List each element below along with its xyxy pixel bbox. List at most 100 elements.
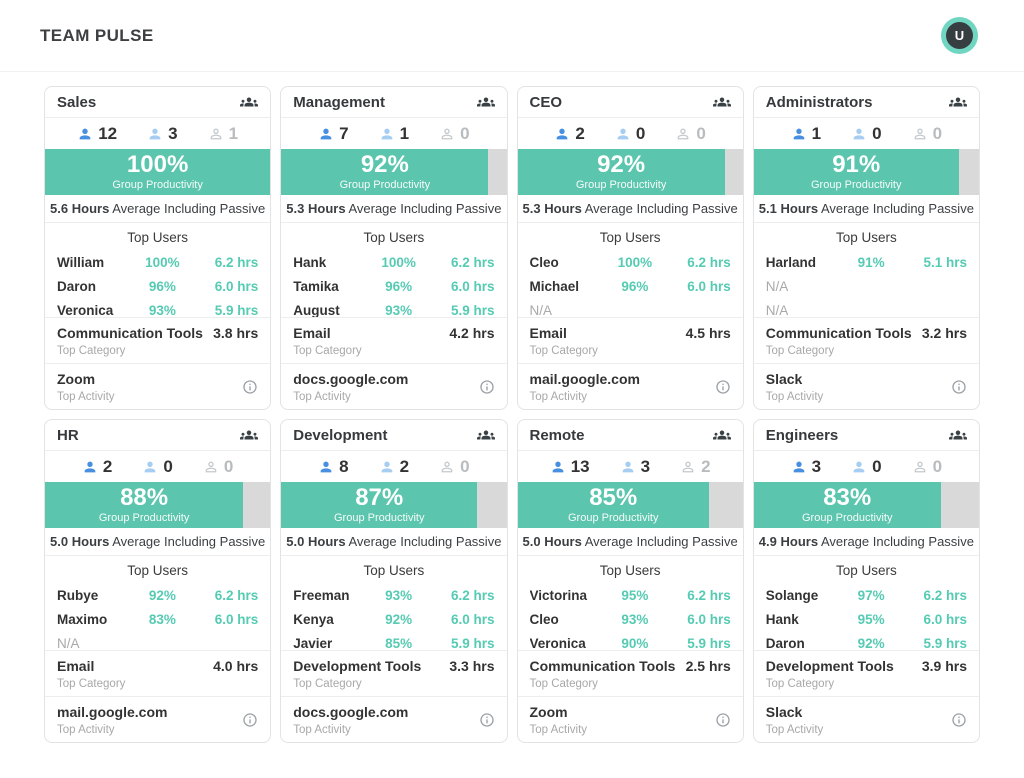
info-icon[interactable] [715, 712, 731, 728]
hours-word: Hours [780, 201, 819, 216]
average-hours: 5.6 Hours Average Including Passive [45, 195, 271, 223]
active-users: 1 [791, 124, 821, 144]
average-hours-value: 5.0 [522, 534, 541, 549]
average-hours: 5.0 Hours Average Including Passive [517, 528, 743, 556]
top-category-section: Communication Tools 3.8 hrs Top Category [45, 317, 271, 363]
top-user-name: Victorina [529, 587, 588, 603]
average-hours-value: 4.9 [758, 534, 777, 549]
info-icon[interactable] [715, 379, 731, 395]
person-outline-icon [680, 459, 696, 475]
active-users: 3 [791, 457, 821, 477]
average-hours-suffix: Average Including Passive [345, 534, 502, 549]
active-users: 13 [550, 457, 590, 477]
top-user-name: Kenya [293, 611, 334, 627]
info-icon[interactable] [951, 379, 967, 395]
top-user-percent: 97% [857, 587, 885, 603]
info-icon[interactable] [242, 712, 258, 728]
productivity-label: Group Productivity [112, 179, 203, 191]
info-icon[interactable] [479, 712, 495, 728]
group-name: Engineers [765, 426, 839, 444]
info-icon[interactable] [242, 379, 258, 395]
team-card: CEO 2 0 0 [516, 86, 744, 410]
top-users-heading: Top Users [363, 563, 425, 578]
offline-users: 0 [675, 123, 706, 144]
top-user-hours: 5.9 hrs [687, 635, 731, 651]
card-header: Sales [45, 87, 271, 118]
top-category-name: Communication Tools [765, 325, 912, 341]
offline-users: 2 [680, 457, 711, 477]
person-outline-icon [439, 126, 455, 142]
person-filled-icon [77, 126, 93, 142]
info-icon[interactable] [479, 379, 495, 395]
top-user-hours: 6.2 hrs [214, 254, 259, 270]
top-user-row: N/A [766, 274, 967, 298]
average-hours: 4.9 Hours Average Including Passive [753, 528, 979, 556]
top-user-percent: 92% [148, 587, 176, 603]
person-outline-icon [208, 126, 224, 142]
average-hours-value: 5.0 [50, 534, 69, 549]
top-user-percent: 96% [385, 278, 413, 294]
offline-users: 0 [203, 457, 233, 477]
top-activity-name: Zoom [529, 704, 568, 720]
productivity-label: Group Productivity [339, 179, 431, 191]
top-user-name: Harland [765, 254, 817, 270]
person-filled-icon [318, 459, 334, 475]
top-activity-label: Top Activity [765, 391, 824, 403]
idle-users-count: 0 [872, 456, 882, 476]
user-avatar[interactable]: U [946, 22, 973, 49]
active-users-count: 13 [570, 456, 590, 476]
average-hours: 5.0 Hours Average Including Passive [281, 528, 507, 556]
productivity-bar: 88% Group Productivity [45, 482, 271, 528]
person-light-icon [851, 126, 867, 142]
top-activity-name: Slack [765, 371, 803, 387]
top-activity-section: Slack Top Activity [753, 363, 979, 409]
top-category-label: Top Category [57, 345, 126, 357]
idle-users: 3 [147, 124, 178, 144]
hours-word: Hours [544, 534, 582, 549]
user-counts: 2 0 0 [518, 118, 743, 149]
average-hours-value: 5.3 [522, 201, 541, 216]
person-outline-icon [675, 126, 691, 142]
productivity-percent: 88% [120, 484, 169, 511]
top-user-name: Cleo [529, 611, 559, 627]
info-icon[interactable] [951, 712, 967, 728]
top-user-percent: 83% [148, 611, 176, 627]
offline-users: 0 [439, 457, 470, 477]
top-users-heading: Top Users [599, 230, 661, 245]
group-name: Development [293, 426, 388, 444]
top-user-name: Maximo [57, 611, 108, 627]
top-user-percent: 91% [857, 254, 885, 270]
top-user-hours: 5.9 hrs [450, 302, 495, 318]
productivity-fill: 85% Group Productivity [517, 482, 709, 528]
top-users-section: Top Users Cleo 100% 6.2 hrs Michael 96% … [518, 223, 743, 318]
team-card: Engineers 3 0 0 [752, 419, 980, 743]
top-user-row: N/A [57, 631, 258, 655]
productivity-bar: 85% Group Productivity [517, 482, 743, 528]
groups-icon [712, 93, 731, 111]
offline-users: 0 [439, 123, 470, 144]
offline-users-count: 0 [460, 123, 470, 143]
top-user-name: Freeman [293, 587, 350, 603]
top-user-name: Javier [293, 635, 333, 651]
top-user-hours: 6.0 hrs [450, 611, 495, 627]
team-card: Management 7 1 0 [280, 86, 508, 410]
top-user-percent: 93% [385, 587, 413, 603]
team-card: Sales 12 3 1 [44, 86, 272, 410]
productivity-label: Group Productivity [98, 512, 190, 524]
average-hours-value: 5.3 [286, 201, 305, 216]
offline-users-count: 0 [696, 123, 706, 143]
idle-users-count: 3 [640, 456, 651, 476]
top-user-hours: 6.2 hrs [214, 587, 259, 603]
top-activity-name: Slack [765, 704, 803, 720]
idle-users-count: 2 [399, 456, 410, 476]
top-activity-section: docs.google.com Top Activity [281, 696, 507, 742]
top-activity-label: Top Activity [293, 391, 351, 403]
top-user-percent: 93% [148, 302, 176, 318]
top-user-hours: 6.0 hrs [687, 278, 731, 294]
productivity-label: Group Productivity [575, 179, 667, 191]
top-category-section: Development Tools 3.3 hrs Top Category [281, 650, 507, 696]
top-user-row: Victorina 95% 6.2 hrs [530, 583, 731, 607]
groups-icon [712, 426, 731, 444]
top-user-percent: 92% [857, 635, 885, 651]
top-user-percent: 100% [617, 254, 653, 270]
